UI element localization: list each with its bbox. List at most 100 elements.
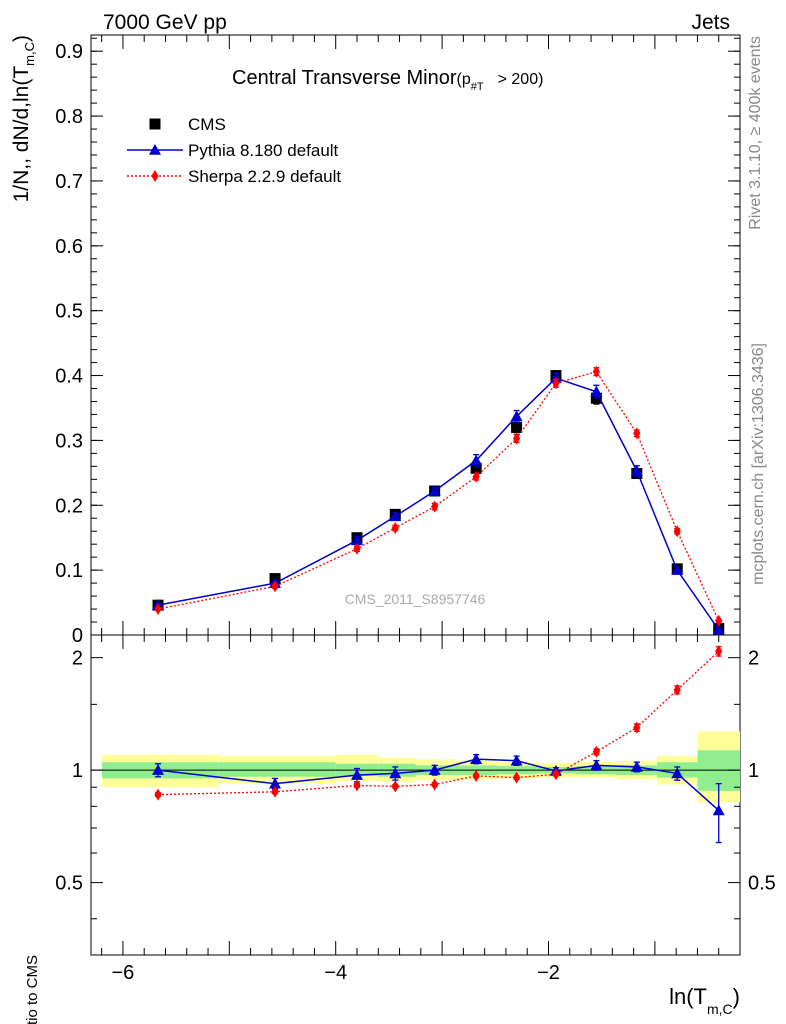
x-axis-title-suffix: ) xyxy=(733,984,740,1009)
analysis-watermark: CMS_2011_S8957746 xyxy=(345,591,486,607)
main-y-tick-label: 0.9 xyxy=(55,41,83,63)
ratio-series-line xyxy=(158,650,720,796)
plot-title-cut: (p xyxy=(457,71,471,88)
band-inner xyxy=(218,762,336,777)
main-y-axis-title-mid: ,, dN/d,ln(T xyxy=(10,66,33,170)
x-tick-label: −4 xyxy=(324,962,347,984)
ratio-y-tick-label-left: 2 xyxy=(72,648,83,670)
data-point xyxy=(271,580,279,593)
ratio-panel-series xyxy=(152,645,725,844)
legend-label: Sherpa 2.2.9 default xyxy=(188,167,341,186)
ratio-data-point xyxy=(428,764,441,775)
plot-title: Central Transverse Minor(p#T > 200) xyxy=(232,67,543,93)
data-point xyxy=(552,377,560,390)
data-point xyxy=(592,365,600,378)
data-point xyxy=(590,385,603,397)
data-point xyxy=(630,464,643,476)
main-y-tick-label: 0 xyxy=(72,625,83,647)
axis-ticks: 0 0.1 0.2 0.3 0.4 0.5 0.6 0.7 0.8 0.9 −6 −4 −2 0.5 0.5… xyxy=(55,35,776,984)
ratio-data-point xyxy=(470,753,483,764)
series-diamond xyxy=(154,365,723,627)
ratio-plot-frame xyxy=(90,634,741,956)
ratio-data-point xyxy=(152,764,165,775)
plot-title-main: Central Transverse Minor xyxy=(232,67,457,89)
main-y-tick-label: 0.3 xyxy=(55,430,83,452)
main-y-tick-label: 0.7 xyxy=(55,171,83,193)
legend-marker xyxy=(149,144,161,155)
main-panel-series xyxy=(152,365,725,635)
ratio-data-point xyxy=(633,721,641,734)
data-point xyxy=(350,534,363,546)
x-axis-title-sub: m,C xyxy=(707,1001,733,1017)
legend-label: Pythia 8.180 default xyxy=(188,141,339,160)
ratio-data-point xyxy=(154,788,162,801)
data-point xyxy=(712,623,725,635)
x-tick-label: −2 xyxy=(537,962,560,984)
ratio-y-axis-title: Ratio to CMS xyxy=(24,955,41,1024)
data-point xyxy=(472,470,480,483)
legend-marker xyxy=(151,170,159,182)
main-y-axis-title-suffix: ) xyxy=(10,35,33,42)
data-point xyxy=(673,525,681,538)
plot-title-cut-sub: #T xyxy=(471,81,484,93)
ratio-y-tick-label-right: 0.5 xyxy=(748,873,776,895)
ratio-data-point xyxy=(715,645,723,658)
legend-label: CMS xyxy=(188,115,226,134)
ratio-data-point xyxy=(590,759,603,771)
ratio-data-point xyxy=(431,778,439,791)
ratio-y-tick-label-right: 2 xyxy=(748,648,759,670)
data-point xyxy=(510,410,523,422)
data-point xyxy=(470,454,483,466)
data-point xyxy=(715,614,723,627)
energy-label: 7000 GeV pp xyxy=(103,11,227,34)
data-point xyxy=(389,510,402,522)
ratio-data-point xyxy=(389,767,402,779)
ratio-uncertainty-bands xyxy=(91,731,740,803)
ratio-data-point xyxy=(391,780,399,793)
data-point xyxy=(431,500,439,513)
ratio-data-point xyxy=(269,777,282,789)
ratio-data-point xyxy=(350,769,363,780)
data-point xyxy=(428,485,441,496)
mcplots-side-label: mcplots.cern.ch [arXiv:1306.3436] xyxy=(750,343,767,585)
legend-marker xyxy=(149,118,161,130)
legend: CMS Pythia 8.180 default Sherpa 2.2.9 defa… xyxy=(127,115,341,186)
main-y-tick-label: 0.8 xyxy=(55,106,83,128)
main-y-tick-label: 0.6 xyxy=(55,236,83,258)
data-point xyxy=(633,427,641,440)
x-tick-label: −6 xyxy=(112,962,135,984)
process-label: Jets xyxy=(691,11,730,34)
x-axis-title: ln(Tm,C) xyxy=(669,984,740,1017)
ratio-y-tick-label-right: 1 xyxy=(748,760,759,782)
ratio-data-point xyxy=(353,779,361,792)
data-point xyxy=(353,542,361,555)
series-line xyxy=(157,377,720,631)
data-point xyxy=(512,432,521,445)
data-point xyxy=(391,521,399,534)
ratio-data-point xyxy=(472,769,480,782)
main-y-axis-title: 1/N,, dN/d,ln(Tm,C) xyxy=(10,35,37,202)
main-y-axis-title-sub: m,C xyxy=(22,42,37,66)
x-axis-title-main: ln(T xyxy=(669,984,707,1009)
ratio-y-tick-label-left: 1 xyxy=(72,760,83,782)
ratio-data-point xyxy=(271,785,279,798)
ratio-series-diamond xyxy=(154,645,723,801)
plot-title-cut-tail: > 200) xyxy=(498,71,544,88)
main-y-tick-label: 0.1 xyxy=(55,560,83,582)
ratio-data-point xyxy=(673,683,681,696)
ratio-data-point xyxy=(630,760,643,772)
ratio-y-tick-label-left: 0.5 xyxy=(55,873,83,895)
ratio-data-point xyxy=(512,771,521,784)
ratio-data-point xyxy=(510,754,523,766)
main-y-axis-title-prefix: 1/N xyxy=(10,170,33,203)
data-point xyxy=(154,603,162,616)
main-y-tick-label: 0.5 xyxy=(55,301,83,323)
ratio-data-point xyxy=(671,767,684,779)
series-line xyxy=(157,370,720,622)
data-point xyxy=(511,421,523,433)
ratio-series-line xyxy=(157,758,720,812)
ratio-series-triangle xyxy=(152,753,725,844)
ratio-data-point xyxy=(712,804,725,816)
data-point xyxy=(671,564,684,575)
